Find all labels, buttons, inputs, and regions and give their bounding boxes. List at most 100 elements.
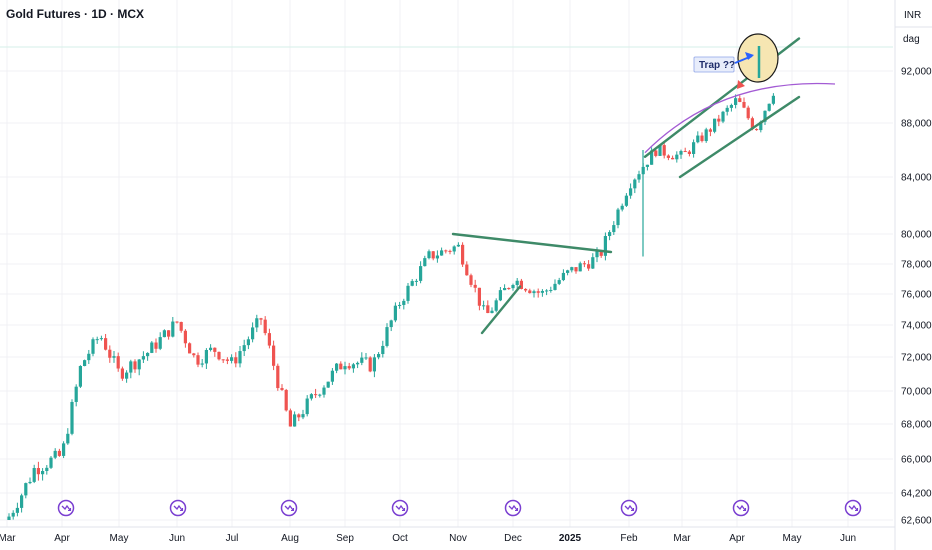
candle — [440, 247, 444, 256]
candle — [771, 93, 775, 106]
y-tick-label: 80,000 — [901, 230, 932, 241]
event-icon[interactable] — [620, 499, 638, 517]
y-tick-labels: 62,600 64,200 66,000 68,000 70,000 72,000 74,0… — [901, 67, 932, 527]
candle — [251, 322, 255, 343]
candle — [276, 363, 280, 391]
time-axis[interactable]: Mar Apr May Jun Jul Aug Sep Oct Nov Dec 2025 Feb Mar… — [0, 526, 895, 544]
candle — [637, 170, 641, 183]
candle — [696, 131, 700, 144]
candle — [242, 339, 246, 357]
candle — [431, 250, 435, 261]
candle — [263, 316, 267, 336]
candle — [225, 357, 229, 365]
candle — [83, 359, 87, 367]
candle — [477, 287, 481, 311]
candle — [645, 164, 649, 171]
candle — [494, 298, 498, 313]
candle — [183, 329, 187, 348]
candle — [729, 103, 733, 112]
event-icon[interactable] — [504, 499, 522, 517]
candles — [7, 93, 775, 520]
candle — [746, 105, 750, 120]
y-tick-label: 84,000 — [901, 173, 932, 184]
trendline-triangle-upper[interactable] — [451, 232, 613, 254]
candle — [36, 461, 40, 481]
x-tick-labels: Mar Apr May Jun Jul Aug Sep Oct Nov Dec 2025 Feb Mar… — [0, 533, 856, 544]
candle — [45, 465, 49, 475]
candle — [666, 154, 670, 161]
x-tick-label: Dec — [504, 533, 522, 544]
candle — [66, 428, 70, 445]
y-tick-label: 72,000 — [901, 353, 932, 364]
x-tick-label: Aug — [281, 533, 299, 544]
candle — [763, 110, 767, 125]
trap-label[interactable]: Trap ?? — [693, 56, 735, 73]
candle — [452, 245, 456, 255]
y-tick-label: 88,000 — [901, 119, 932, 130]
candle — [368, 356, 372, 373]
candle — [553, 279, 557, 291]
y-tick-label: 64,200 — [901, 489, 932, 500]
candle — [238, 345, 242, 368]
candle — [414, 278, 418, 286]
candle — [305, 395, 309, 417]
candle — [7, 513, 11, 520]
event-icon[interactable] — [280, 499, 298, 517]
candle — [511, 283, 515, 291]
candle — [708, 127, 712, 137]
candle — [318, 393, 322, 398]
candle — [133, 359, 137, 373]
candle — [11, 510, 15, 520]
event-icon[interactable] — [57, 499, 75, 517]
x-tick-label: Mar — [673, 533, 691, 544]
trendline-channel-lower[interactable] — [678, 95, 801, 179]
candle — [406, 283, 410, 304]
candle — [297, 413, 301, 422]
pattern-drawings: Trap ?? — [451, 33, 836, 335]
price-axis[interactable]: INR dag 62,600 64,200 66,000 68,000 70,000 72… — [894, 0, 932, 550]
event-markers — [57, 499, 862, 517]
candle — [410, 279, 414, 287]
candle — [364, 352, 368, 361]
event-icon[interactable] — [391, 499, 409, 517]
curve-overlay[interactable] — [644, 82, 836, 154]
candle — [129, 359, 133, 379]
candle — [734, 94, 738, 109]
candle — [204, 348, 208, 369]
candle — [582, 260, 586, 268]
red-marker — [737, 80, 745, 89]
candle — [162, 329, 166, 338]
candle — [116, 352, 120, 372]
event-icon[interactable] — [732, 499, 750, 517]
candle — [473, 279, 477, 293]
candle — [620, 203, 624, 212]
candle — [335, 362, 339, 374]
x-tick-label: Mar — [0, 533, 16, 544]
chart-title: Gold Futures · 1D · MCX — [6, 7, 144, 21]
candle — [419, 261, 423, 284]
candle — [24, 482, 28, 499]
candle — [267, 328, 271, 349]
candle — [507, 287, 511, 290]
candle — [78, 365, 82, 389]
candle — [314, 388, 318, 399]
x-tick-label: Jun — [169, 533, 185, 544]
candle — [482, 300, 486, 310]
candle — [683, 147, 687, 153]
candle — [234, 352, 238, 368]
candle — [608, 230, 612, 241]
y-tick-label: 70,000 — [901, 387, 932, 398]
candle — [284, 388, 288, 412]
trendline-triangle-lower[interactable] — [480, 285, 522, 335]
candle — [62, 441, 66, 459]
y-tick-label: 68,000 — [901, 420, 932, 431]
event-icon[interactable] — [169, 499, 187, 517]
event-icon[interactable] — [844, 499, 862, 517]
candle — [381, 340, 385, 358]
candle — [717, 114, 721, 127]
candle — [377, 352, 381, 360]
candle — [435, 250, 439, 263]
candle — [91, 337, 95, 357]
candle — [158, 332, 162, 351]
